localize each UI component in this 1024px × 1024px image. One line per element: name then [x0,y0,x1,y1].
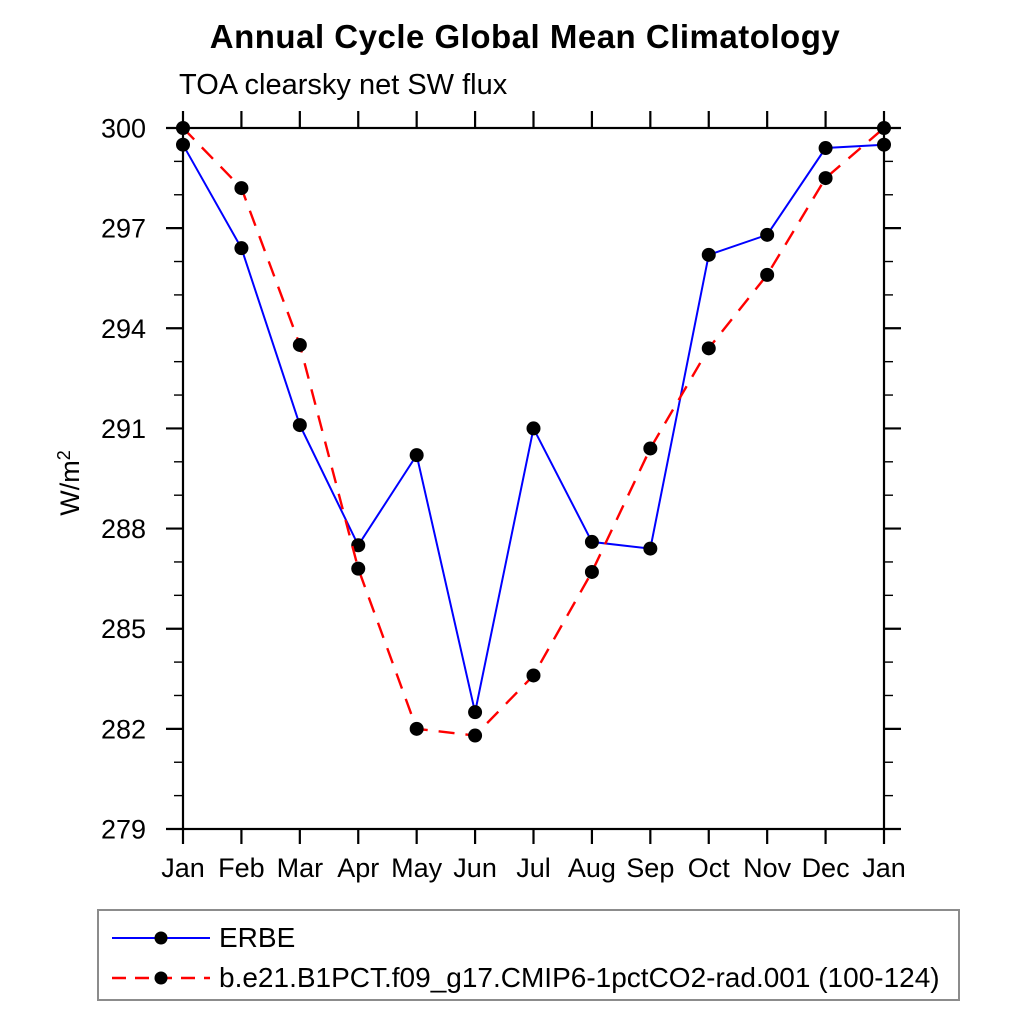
legend-sample-marker [154,931,168,945]
x-tick-label: Dec [802,853,850,883]
legend-label-model: b.e21.B1PCT.f09_g17.CMIP6-1pctCO2-rad.00… [219,962,940,994]
data-point-marker [176,137,190,152]
data-point-marker [818,141,833,156]
data-point-marker [292,337,307,352]
y-tick-label: 288 [101,514,146,544]
y-tick-label: 297 [101,214,146,244]
data-point-marker [877,121,891,135]
y-tick-label: 300 [101,114,146,144]
x-tick-label: Sep [626,853,674,883]
plot-frame [181,126,886,831]
x-tick-label: Feb [218,853,265,883]
chart-subtitle: TOA clearsky net SW flux [179,69,508,101]
x-tick-label: Jan [161,853,205,883]
y-tick-label: 291 [101,414,146,444]
x-tick-label: May [391,853,443,883]
data-point-marker [176,121,190,135]
data-point-marker [701,247,716,262]
data-point-marker [643,441,658,456]
data-point-marker [526,421,541,436]
legend-label-erbe: ERBE [219,921,296,953]
x-tick-label: Mar [277,853,324,883]
data-point-marker [643,541,658,556]
data-point-marker [526,668,541,683]
data-point-marker [468,705,483,720]
data-point-marker [351,538,366,553]
data-point-marker [234,241,249,256]
y-tick-label: 282 [101,714,146,744]
chart-title: Annual Cycle Global Mean Climatology [209,18,841,55]
legend-sample-marker [154,971,168,985]
y-tick-label: 279 [101,815,146,845]
data-point-marker [468,728,483,743]
data-point-marker [292,418,307,433]
data-point-marker [351,561,366,576]
x-tick-label: Jul [516,853,551,883]
x-tick-label: Nov [743,853,792,883]
x-tick-label: Jan [862,853,906,883]
data-point-marker [234,181,249,196]
data-point-marker [701,341,716,356]
data-point-marker [409,721,424,736]
data-point-marker [818,171,833,186]
x-tick-label: Oct [688,853,731,883]
legend-line-sample-model [112,971,210,985]
x-tick-label: Jun [453,853,497,883]
y-tick-label: 294 [101,314,146,344]
legend-item-model: b.e21.B1PCT.f09_g17.CMIP6-1pctCO2-rad.00… [110,959,958,998]
data-point-marker [760,227,775,242]
legend-item-erbe: ERBE [110,918,958,957]
y-tick-label: 285 [101,614,146,644]
legend-line-sample-erbe [112,931,210,945]
data-point-marker [584,534,599,549]
x-tick-label: Aug [568,853,616,883]
data-point-marker [584,564,599,579]
data-point-marker [409,448,424,463]
x-tick-label: Apr [337,853,379,883]
legend: ERBE b.e21.B1PCT.f09_g17.CMIP6-1pctCO2-r… [97,909,960,1001]
data-point-marker [877,137,891,152]
data-point-marker [760,267,775,282]
